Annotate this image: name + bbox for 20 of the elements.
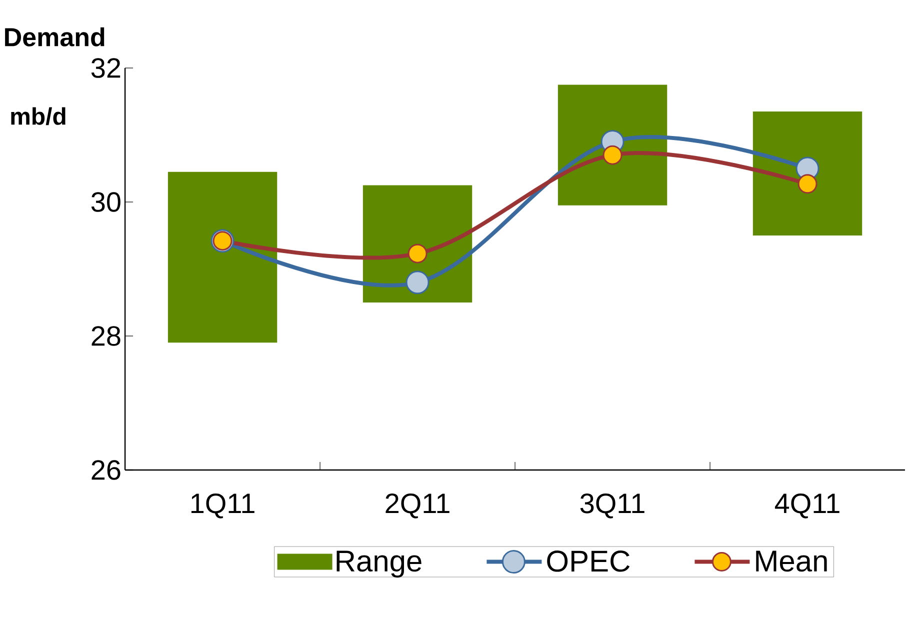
bar <box>752 112 862 236</box>
legend-label: Range <box>336 550 422 578</box>
point <box>408 244 428 264</box>
y-tick-label: 32 <box>91 58 120 78</box>
x-tick-label: 3Q11 <box>580 494 644 518</box>
point <box>602 145 622 165</box>
y-axis-title: mb/d <box>11 107 66 126</box>
x-tick-label: 4Q11 <box>774 494 840 518</box>
bar <box>168 172 278 343</box>
y-tick-label: 28 <box>92 326 120 346</box>
legend-label: Mean <box>756 550 827 572</box>
y-tick-label: 30 <box>91 192 120 212</box>
point <box>406 270 430 294</box>
chart-title: Demand <box>5 27 104 46</box>
bar <box>558 84 668 206</box>
legend-label: OPEC <box>547 550 630 572</box>
x-tick-label: 2Q11 <box>386 494 450 518</box>
x-tick-label: 1Q11 <box>191 494 254 518</box>
point <box>798 174 818 194</box>
y-tick-label: 26 <box>92 460 120 480</box>
